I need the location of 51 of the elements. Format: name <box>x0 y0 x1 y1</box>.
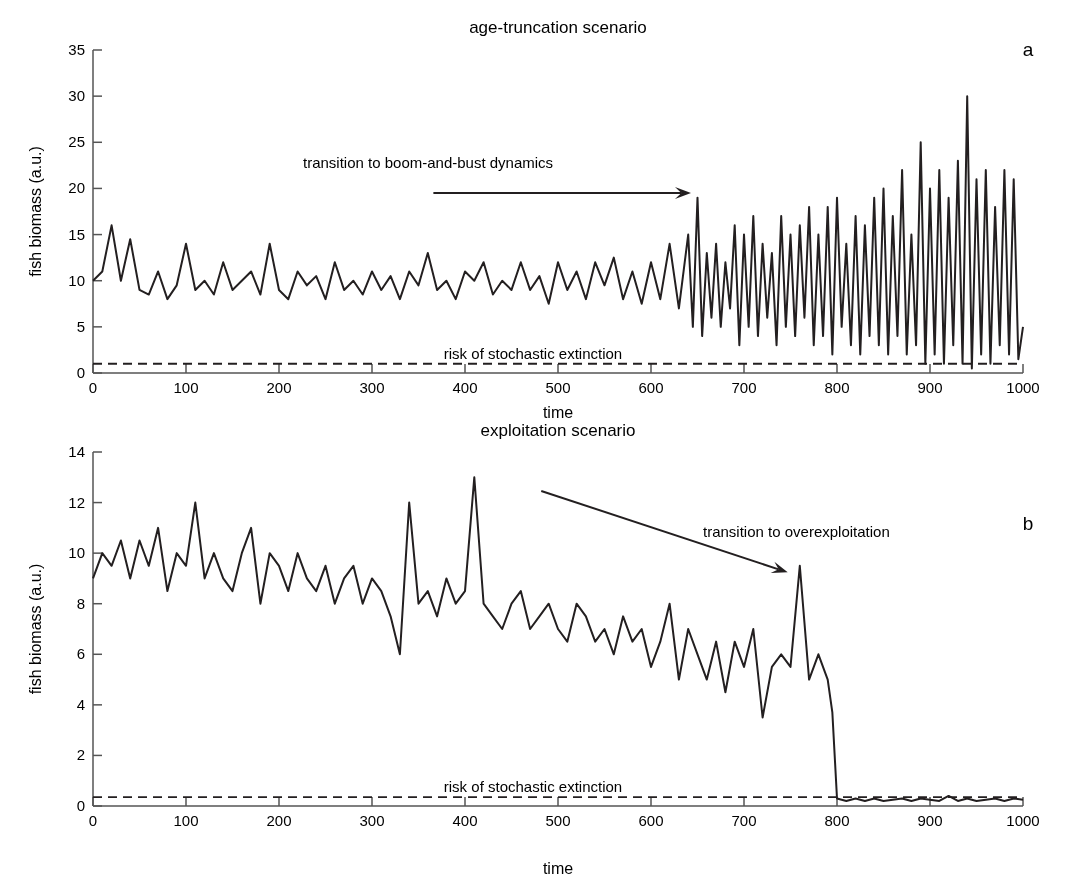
x-tick-label: 700 <box>731 379 757 396</box>
y-tick-label: 15 <box>68 225 85 243</box>
line-series <box>92 95 1024 370</box>
y-tick-label: 5 <box>76 317 85 335</box>
x-tick-label: 500 <box>545 379 571 396</box>
x-tick-label: 600 <box>638 812 664 829</box>
y-tick-label: 10 <box>68 544 85 562</box>
x-tick-label: 500 <box>545 812 571 829</box>
x-tick-label: 400 <box>452 812 478 829</box>
y-tick-label: 4 <box>76 695 85 713</box>
x-tick-label: 0 <box>88 812 98 829</box>
y-tick-label: 12 <box>68 493 85 511</box>
y-tick-label: 14 <box>68 443 85 460</box>
ref-line-label: risk of stochastic extinction <box>443 778 623 796</box>
y-axis-title: fish biomass (a.u.) <box>27 146 44 277</box>
ref-line-label: risk of stochastic extinction <box>443 344 623 362</box>
x-axis-title: time <box>542 404 574 421</box>
y-tick-label: 30 <box>68 87 85 105</box>
y-tick-label: 20 <box>68 179 85 197</box>
y-axis-title: fish biomass (a.u.) <box>27 563 44 695</box>
x-tick-label: 900 <box>917 379 943 396</box>
x-tick-label: 900 <box>917 812 943 829</box>
annotation: b <box>1022 513 1034 534</box>
x-tick-label: 600 <box>638 379 664 396</box>
x-tick-label: 100 <box>173 812 199 829</box>
annotation: a <box>1022 39 1034 60</box>
chart-title: age-truncation scenario <box>469 18 647 37</box>
y-tick-label: 6 <box>76 645 85 663</box>
x-tick-label: 800 <box>824 812 850 829</box>
y-tick-label: 0 <box>76 797 85 814</box>
x-tick-label: 100 <box>173 379 199 396</box>
x-tick-label: 700 <box>731 812 757 829</box>
y-tick-label: 25 <box>68 133 85 151</box>
x-tick-label: 400 <box>452 379 478 396</box>
x-axis-title: time <box>542 860 574 877</box>
y-tick-label: 8 <box>76 594 85 612</box>
x-tick-label: 200 <box>266 379 292 396</box>
y-tick-label: 35 <box>68 41 85 58</box>
y-tick-label: 0 <box>76 364 85 381</box>
x-tick-label: 1000 <box>1006 379 1040 396</box>
y-tick-label: 2 <box>76 746 85 764</box>
x-tick-label: 1000 <box>1006 812 1040 829</box>
annotation: transition to boom-and-bust dynamics <box>303 154 554 171</box>
x-tick-label: 300 <box>359 812 385 829</box>
annotation: transition to overexploitation <box>703 523 890 540</box>
x-tick-label: 800 <box>824 379 850 396</box>
x-tick-label: 0 <box>88 379 98 396</box>
x-tick-label: 300 <box>359 379 385 396</box>
chart-title: exploitation scenario <box>480 421 636 440</box>
x-tick-label: 200 <box>266 812 292 829</box>
y-tick-label: 10 <box>68 271 85 289</box>
